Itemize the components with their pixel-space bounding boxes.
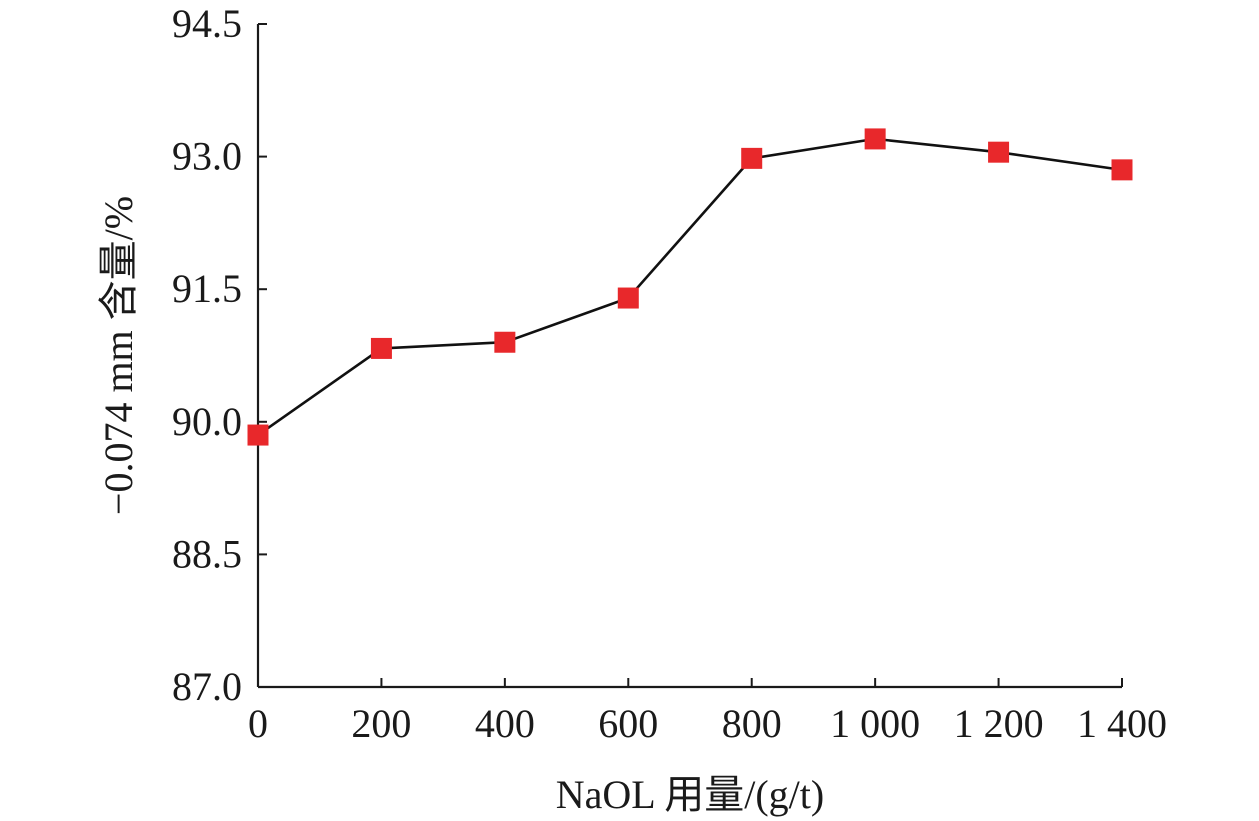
x-tick-label: 1 400: [1077, 701, 1167, 746]
x-axis-title: NaOL 用量/(g/t): [556, 772, 824, 817]
x-tick-label: 800: [722, 701, 782, 746]
series-line: [257, 137, 1123, 437]
y-tick-label: 94.5: [172, 1, 242, 46]
x-tick-label: 1 200: [954, 701, 1044, 746]
axes: [256, 24, 1122, 689]
data-point-marker: [864, 128, 886, 150]
x-tick-label: 600: [598, 701, 658, 746]
data-point-marker: [247, 424, 269, 446]
y-tick-label: 88.5: [172, 531, 242, 576]
data-point-marker: [494, 331, 516, 353]
data-point-marker: [370, 337, 392, 359]
x-tick-label: 0: [248, 701, 268, 746]
y-ticks: 87.0 88.5 90.0 91.5 93.0 94.5: [172, 1, 267, 709]
series: [247, 128, 1133, 446]
y-axis-title: −0.074 mm 含量/%: [96, 196, 141, 515]
x-tick-label: 1 000: [830, 701, 920, 746]
data-point-marker: [741, 147, 763, 169]
data-point-marker: [1111, 159, 1133, 181]
data-point-marker: [617, 287, 639, 309]
x-tick-label: 200: [351, 701, 411, 746]
x-tick-label: 400: [475, 701, 535, 746]
y-tick-label: 90.0: [172, 399, 242, 444]
y-tick-label: 87.0: [172, 664, 242, 709]
y-tick-label: 93.0: [172, 134, 242, 179]
x-ticks: 0 200 400 600 800 1 000 1 200 1 400: [248, 678, 1167, 746]
data-point-marker: [988, 141, 1010, 163]
y-tick-label: 91.5: [172, 266, 242, 311]
